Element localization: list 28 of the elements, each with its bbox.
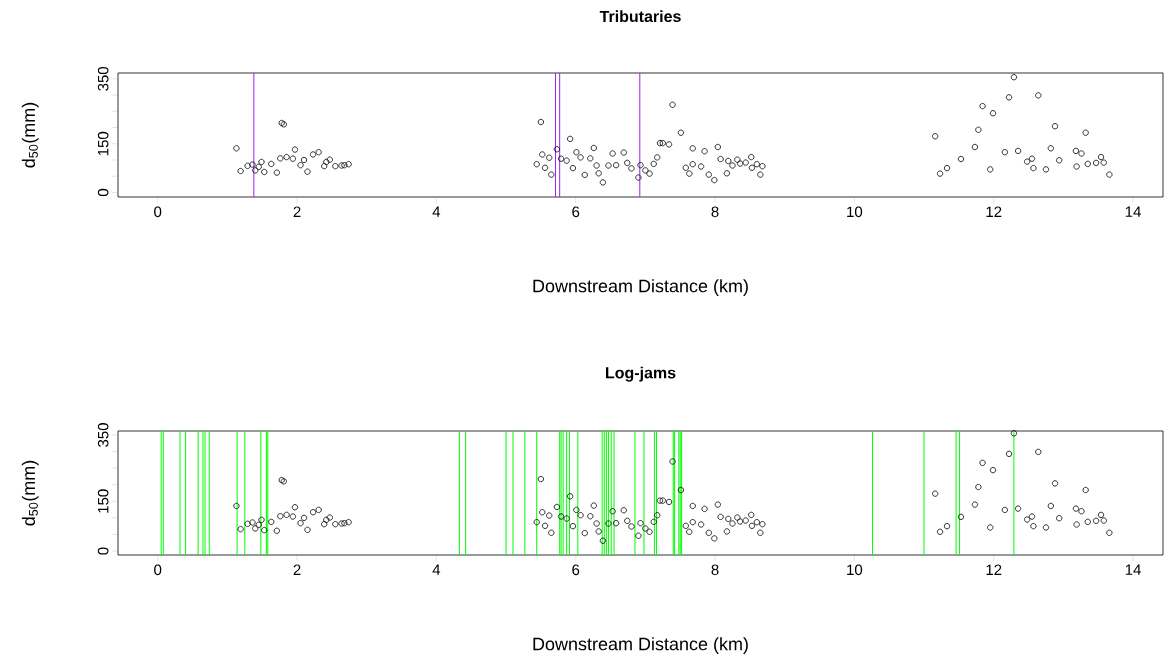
x-tick-label: 12 xyxy=(986,564,1002,575)
x-tick-label: 14 xyxy=(1125,206,1141,217)
x-tick-label: 8 xyxy=(711,564,719,576)
x-tick-label: 4 xyxy=(432,564,441,575)
x-tick-label: 0 xyxy=(154,206,162,218)
x-tick-label: 14 xyxy=(1125,564,1141,575)
x-tick-label: 4 xyxy=(432,206,441,217)
y-tick-label: 350 xyxy=(97,423,109,447)
x-axis-title: Downstream Distance (km) xyxy=(533,637,748,654)
y-tick-label: 350 xyxy=(97,66,109,91)
x-tick-label: 2 xyxy=(293,206,301,217)
x-axis-title: Downstream Distance (km) xyxy=(533,279,748,296)
y-tick-label: 0 xyxy=(97,188,109,197)
y-tick-label: 0 xyxy=(97,547,109,555)
chart-title: Tributaries xyxy=(599,10,681,23)
x-tick-label: 10 xyxy=(847,206,863,218)
x-tick-label: 12 xyxy=(986,206,1002,217)
y-axis-title: d$_{50}$(mm) xyxy=(21,102,39,168)
x-tick-label: 8 xyxy=(711,206,719,218)
y-tick-label: 150 xyxy=(97,489,109,513)
y-axis-title: d$_{50}$(mm) xyxy=(21,460,39,526)
x-tick-label: 6 xyxy=(572,564,580,576)
y-tick-label: 150 xyxy=(97,131,109,156)
x-tick-label: 2 xyxy=(293,564,301,575)
x-tick-label: 0 xyxy=(154,564,162,576)
x-tick-label: 10 xyxy=(847,564,863,576)
x-tick-label: 6 xyxy=(572,206,580,218)
chart-title: Log-jams xyxy=(606,366,676,382)
